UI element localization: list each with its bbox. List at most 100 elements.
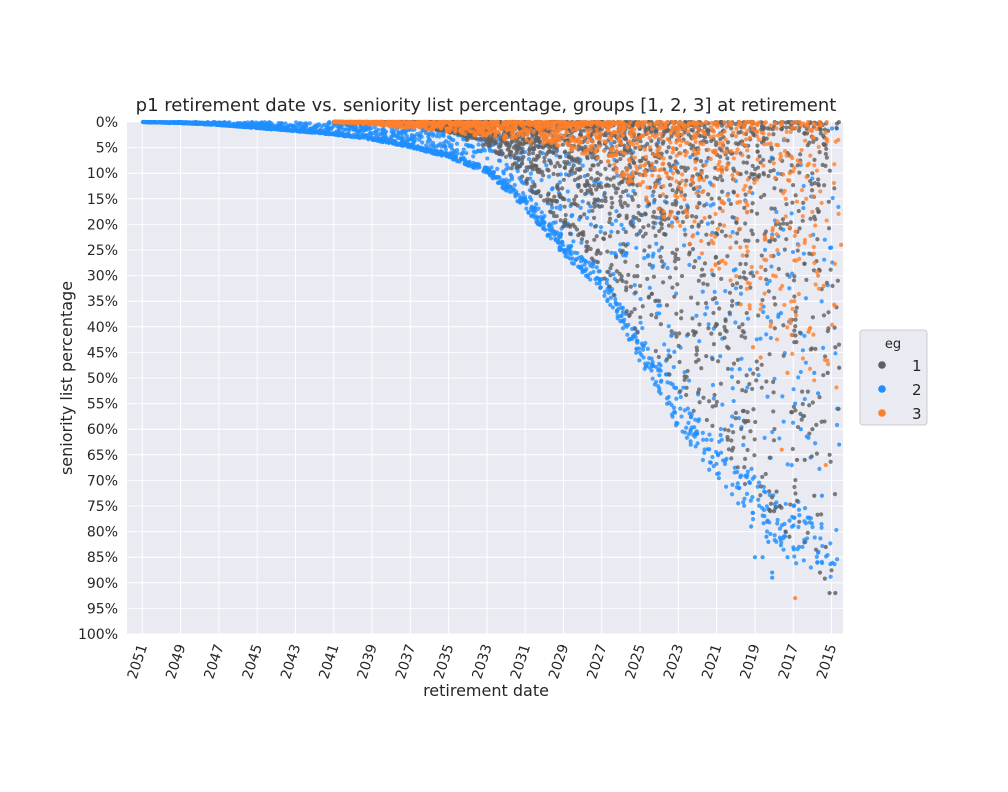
data-point — [526, 210, 531, 215]
data-point — [610, 200, 615, 206]
data-point — [805, 530, 810, 535]
data-point — [714, 322, 719, 327]
data-point — [744, 491, 750, 496]
data-point — [819, 493, 825, 498]
data-point — [660, 264, 665, 269]
data-point — [699, 366, 704, 371]
data-point — [494, 175, 499, 180]
data-point — [731, 189, 736, 194]
data-point — [784, 202, 789, 207]
data-point — [727, 310, 732, 315]
data-point — [471, 154, 476, 159]
data-point — [785, 555, 790, 560]
data-point — [741, 270, 747, 275]
data-point — [813, 441, 818, 446]
data-point — [641, 225, 646, 230]
data-point — [522, 169, 528, 174]
data-point — [753, 167, 758, 172]
data-point — [731, 361, 737, 366]
data-point — [797, 519, 802, 524]
data-point — [689, 224, 695, 229]
data-point — [690, 316, 695, 321]
data-point — [551, 220, 556, 225]
data-point — [557, 246, 562, 251]
data-point — [704, 353, 709, 359]
data-point — [524, 201, 529, 206]
data-point — [630, 334, 636, 339]
data-point — [627, 313, 632, 318]
data-point — [584, 215, 590, 221]
data-point — [647, 244, 652, 249]
data-point — [480, 142, 485, 148]
data-point — [747, 367, 753, 372]
data-point — [658, 303, 663, 308]
data-point — [830, 283, 835, 289]
data-point — [751, 132, 756, 137]
data-point — [446, 134, 451, 140]
data-point — [782, 247, 787, 252]
data-point — [580, 199, 585, 204]
data-point — [803, 360, 808, 365]
data-point — [685, 406, 690, 411]
data-point — [633, 326, 638, 331]
data-point — [771, 379, 776, 385]
data-point — [754, 378, 759, 383]
data-point — [625, 332, 630, 337]
data-point — [787, 286, 792, 291]
data-point — [343, 134, 348, 139]
data-point — [815, 237, 820, 242]
data-point — [822, 257, 827, 262]
data-point — [501, 185, 507, 190]
data-point — [772, 326, 777, 331]
data-point — [803, 296, 809, 301]
data-point — [694, 214, 699, 220]
data-point — [563, 212, 568, 218]
data-point — [743, 192, 748, 197]
data-point — [603, 198, 608, 204]
data-point — [702, 203, 707, 208]
data-point — [537, 144, 542, 149]
data-point — [819, 525, 824, 530]
data-point — [747, 381, 752, 387]
data-point — [546, 191, 551, 196]
data-point — [717, 439, 722, 444]
data-point — [613, 254, 619, 260]
data-point — [641, 355, 646, 360]
data-point — [278, 127, 283, 133]
data-point — [766, 539, 771, 544]
data-point — [531, 146, 536, 152]
data-point — [758, 336, 763, 341]
data-point — [793, 477, 798, 483]
data-point — [765, 518, 770, 523]
data-point — [695, 301, 700, 306]
data-point — [723, 458, 728, 463]
data-point — [790, 420, 796, 425]
data-point — [637, 158, 642, 164]
data-point — [509, 174, 514, 179]
data-point — [623, 243, 629, 248]
data-point — [816, 209, 821, 214]
data-point — [781, 323, 786, 328]
data-point — [677, 359, 682, 365]
data-point — [781, 534, 787, 539]
chart-title: p1 retirement date vs. seniority list pe… — [136, 95, 837, 116]
data-point — [698, 158, 704, 164]
data-point — [762, 514, 767, 519]
data-point — [709, 331, 714, 336]
data-point — [688, 155, 693, 160]
data-point — [733, 320, 738, 325]
data-point — [834, 527, 839, 533]
data-point — [437, 134, 442, 139]
data-point — [704, 159, 709, 164]
data-point — [792, 328, 797, 333]
data-point — [506, 165, 511, 171]
data-point — [828, 267, 833, 272]
data-point — [519, 161, 525, 166]
data-point — [513, 139, 518, 144]
data-point — [818, 536, 823, 541]
data-point — [659, 226, 664, 231]
data-point — [588, 167, 593, 172]
data-point — [729, 438, 734, 443]
data-point — [737, 366, 742, 372]
data-point — [781, 419, 786, 424]
